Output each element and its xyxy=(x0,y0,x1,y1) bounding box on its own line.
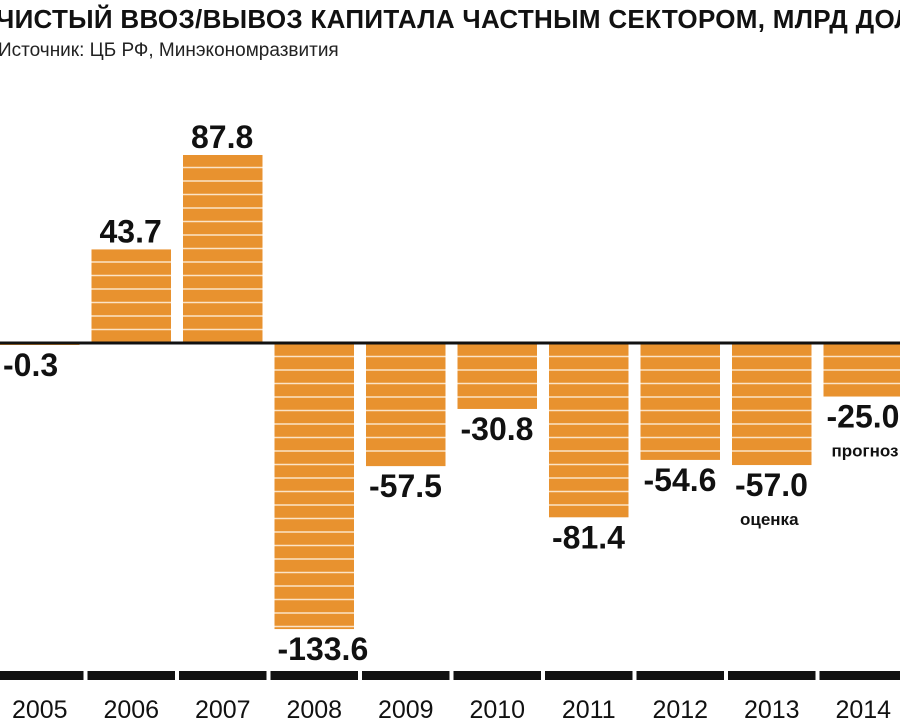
value-label-2014: -25.0 xyxy=(827,399,900,435)
x-tick-label-2013: 2013 xyxy=(744,696,800,720)
x-axis-segment xyxy=(179,671,267,680)
x-tick-label-2014: 2014 xyxy=(835,696,891,720)
x-tick-label-2012: 2012 xyxy=(652,696,708,720)
x-axis-segment xyxy=(0,671,84,680)
bar-2009 xyxy=(366,343,446,467)
bar-2013 xyxy=(732,343,812,466)
x-axis-segment xyxy=(636,671,724,680)
labels-layer: -0.3 43.7 87.8 -133.6 -57.5 -30.8 -81.4 -54.6 -5… xyxy=(3,119,899,667)
x-tick-label-2011: 2011 xyxy=(562,696,616,720)
value-label-2009: -57.5 xyxy=(369,468,442,504)
x-axis-segment xyxy=(362,671,450,680)
x-tick-label-2010: 2010 xyxy=(469,696,525,720)
chart-title: ЧИСТЫЙ ВВОЗ/ВЫВОЗ КАПИТАЛА ЧАСТНЫМ СЕКТО… xyxy=(0,4,900,34)
x-axis-segment xyxy=(545,671,633,680)
bar-2010 xyxy=(457,343,537,409)
bar-2008 xyxy=(274,343,354,630)
x-tick-label-2007: 2007 xyxy=(195,696,251,720)
bar-2006 xyxy=(91,249,171,343)
value-label-2005: -0.3 xyxy=(3,347,58,383)
bar-2012 xyxy=(640,343,720,460)
x-tick-label-2008: 2008 xyxy=(286,696,342,720)
value-label-2008: -133.6 xyxy=(278,631,369,667)
annotation-2014: прогноз xyxy=(832,442,899,461)
x-axis-segment xyxy=(270,671,358,680)
value-label-2010: -30.8 xyxy=(461,411,534,447)
x-tick-label-2009: 2009 xyxy=(378,696,434,720)
value-label-2006: 43.7 xyxy=(100,213,162,249)
x-axis: 2005 2006 2007 2008 2009 2010 2011 2012 2013 2014 xyxy=(0,671,900,720)
x-axis-segment xyxy=(819,671,900,680)
annotation-2013: оценка xyxy=(740,510,799,529)
value-label-2013: -57.0 xyxy=(735,467,808,503)
x-tick-label-2006: 2006 xyxy=(103,696,159,720)
bars-layer xyxy=(0,155,900,630)
x-axis-segment xyxy=(87,671,175,680)
value-label-2011: -81.4 xyxy=(552,519,625,555)
x-axis-segment xyxy=(453,671,541,680)
chart-source: Источник: ЦБ РФ, Минэкономразвития xyxy=(0,40,339,61)
value-label-2007: 87.8 xyxy=(191,119,253,155)
bar-2011 xyxy=(549,343,629,518)
x-tick-label-2005: 2005 xyxy=(12,696,68,720)
value-label-2012: -54.6 xyxy=(644,462,717,498)
x-axis-segment xyxy=(728,671,816,680)
